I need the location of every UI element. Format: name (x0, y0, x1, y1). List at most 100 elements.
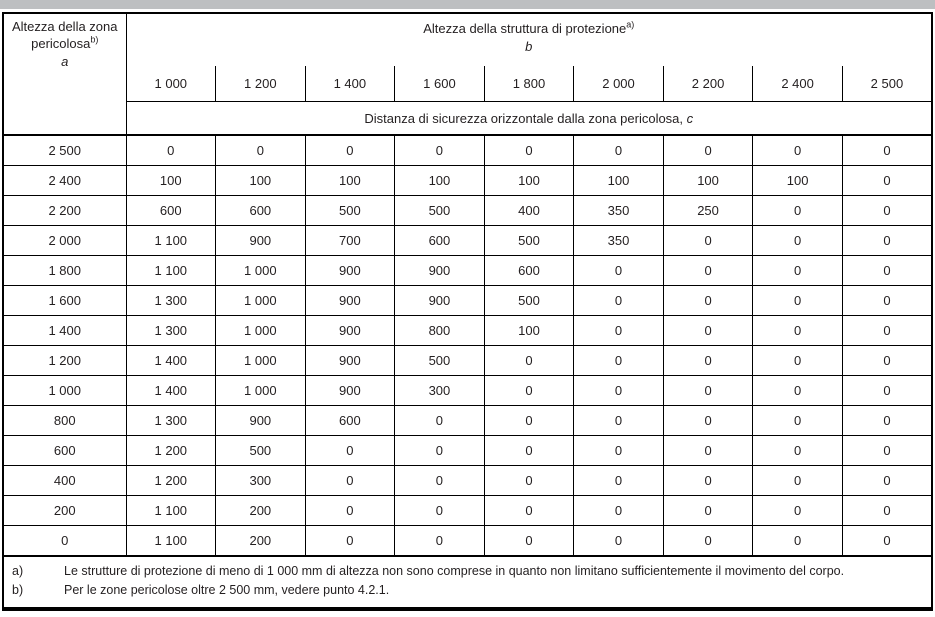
distance-c-cell: 0 (573, 285, 664, 316)
distance-c-cell: 0 (841, 165, 933, 196)
distance-c-cell: 1 400 (125, 345, 217, 376)
footnotes: a) Le strutture di protezione di meno di … (2, 555, 933, 609)
distance-c-cell: 400 (483, 195, 575, 226)
distance-c-cell: 1 100 (125, 525, 217, 557)
distance-c-cell: 1 100 (125, 255, 217, 286)
distance-c-cell: 100 (483, 165, 575, 196)
table-row: 2 000 1 100 900 700 600 500 350 0 0 0 (2, 225, 933, 256)
distance-c-cell: 100 (215, 165, 306, 196)
distance-c-cell: 0 (394, 435, 485, 466)
distance-c-cell: 0 (662, 315, 754, 346)
distance-c-cell: 900 (304, 255, 396, 286)
safety-distance-table: Altezza della zona pericolosab) a Altezz… (2, 12, 933, 611)
distance-c-cell: 0 (752, 285, 843, 316)
col-header-b-value: 1 200 (215, 66, 306, 102)
distance-c-cell: 0 (841, 435, 933, 466)
distance-c-cell: 0 (662, 225, 754, 256)
table-row: 400 1 200 300 0 0 0 0 0 0 0 (2, 465, 933, 496)
row-header-a-value: 200 (2, 495, 127, 526)
distance-c-cell: 0 (841, 225, 933, 256)
col-header-b-value: 1 800 (483, 66, 575, 102)
distance-c-cell: 1 100 (125, 495, 217, 526)
top-header-protective-structure-height: Altezza della struttura di protezionea) … (125, 12, 933, 66)
table-row: 600 1 200 500 0 0 0 0 0 0 0 (2, 435, 933, 466)
distance-c-cell: 0 (394, 405, 485, 436)
row-header-a-value: 800 (2, 405, 127, 436)
distance-c-cell: 0 (304, 134, 396, 166)
distance-c-cell: 0 (662, 375, 754, 406)
distance-c-cell: 500 (394, 345, 485, 376)
top-gray-strip (0, 0, 935, 9)
distance-c-cell: 0 (841, 495, 933, 526)
distance-c-cell: 900 (304, 375, 396, 406)
subheader-row: Distanza di sicurezza orizzontale dalla … (3, 101, 933, 136)
subheader-variable-c: c (686, 110, 694, 126)
distance-c-cell: 0 (304, 495, 396, 526)
row-header-a-value: 2 400 (2, 165, 127, 196)
top-header-variable-b: b (525, 38, 533, 54)
corner-header-footnote-ref: b) (90, 34, 99, 45)
row-header-a-value: 1 400 (2, 315, 127, 346)
distance-c-cell: 0 (394, 525, 485, 557)
distance-c-cell: 0 (752, 375, 843, 406)
col-header-b-value: 1 400 (304, 66, 396, 102)
distance-c-cell: 0 (483, 495, 575, 526)
col-header-b-value: 2 000 (573, 66, 664, 102)
distance-c-cell: 900 (304, 285, 396, 316)
distance-c-cell: 0 (752, 345, 843, 376)
distance-c-cell: 0 (573, 465, 664, 496)
distance-c-cell: 0 (215, 134, 306, 166)
distance-c-cell: 1 200 (125, 435, 217, 466)
distance-c-cell: 0 (483, 345, 575, 376)
row-header-a-value: 1 600 (2, 285, 127, 316)
distance-c-cell: 300 (394, 375, 485, 406)
subheader-text: Distanza di sicurezza orizzontale dalla … (364, 110, 687, 126)
table-row: 2 400 100 100 100 100 100 100 100 100 0 (2, 165, 933, 196)
distance-c-cell: 350 (573, 195, 664, 226)
row-header-a-value: 2 200 (2, 195, 127, 226)
distance-c-cell: 0 (841, 285, 933, 316)
distance-c-cell: 0 (752, 525, 843, 557)
distance-c-cell: 0 (483, 525, 575, 557)
distance-c-cell: 0 (662, 495, 754, 526)
table-row: 200 1 100 200 0 0 0 0 0 0 0 (2, 495, 933, 526)
distance-c-cell: 900 (304, 345, 396, 376)
distance-c-cell: 0 (483, 405, 575, 436)
distance-c-cell: 0 (304, 435, 396, 466)
distance-c-cell: 0 (573, 134, 664, 166)
distance-c-cell: 0 (483, 465, 575, 496)
distance-c-cell: 0 (752, 465, 843, 496)
distance-c-cell: 700 (304, 225, 396, 256)
col-header-b-value: 2 400 (752, 66, 843, 102)
distance-c-cell: 600 (215, 195, 306, 226)
table-row: 1 200 1 400 1 000 900 500 0 0 0 0 0 (2, 345, 933, 376)
distance-c-cell: 1 300 (125, 315, 217, 346)
distance-c-cell: 1 300 (125, 405, 217, 436)
distance-c-cell: 0 (304, 465, 396, 496)
distance-c-cell: 0 (841, 134, 933, 166)
distance-c-cell: 1 300 (125, 285, 217, 316)
distance-c-cell: 600 (304, 405, 396, 436)
table-row: 2 200 600 600 500 500 400 350 250 0 0 (2, 195, 933, 226)
distance-c-cell: 0 (841, 255, 933, 286)
distance-c-cell: 0 (841, 405, 933, 436)
top-header-text: Altezza della struttura di protezione (423, 21, 627, 36)
footnote-text: Per le zone pericolose oltre 2 500 mm, v… (64, 582, 390, 597)
distance-c-cell: 600 (483, 255, 575, 286)
distance-c-cell: 0 (662, 345, 754, 376)
distance-c-cell: 0 (662, 405, 754, 436)
distance-c-cell: 350 (573, 225, 664, 256)
distance-c-cell: 200 (215, 495, 306, 526)
footnote-row: a) Le strutture di protezione di meno di … (2, 555, 933, 609)
footnote-list: a) Le strutture di protezione di meno di … (12, 562, 921, 600)
col-header-b-value: 1 600 (394, 66, 485, 102)
distance-c-cell: 900 (394, 285, 485, 316)
distance-c-cell: 0 (752, 495, 843, 526)
distance-c-cell: 500 (304, 195, 396, 226)
footnote-line: b) Per le zone pericolose oltre 2 500 mm,… (12, 581, 921, 600)
footnote-marker: a) (12, 564, 24, 578)
distance-c-cell: 0 (752, 225, 843, 256)
distance-c-cell: 500 (483, 285, 575, 316)
distance-c-cell: 0 (394, 495, 485, 526)
